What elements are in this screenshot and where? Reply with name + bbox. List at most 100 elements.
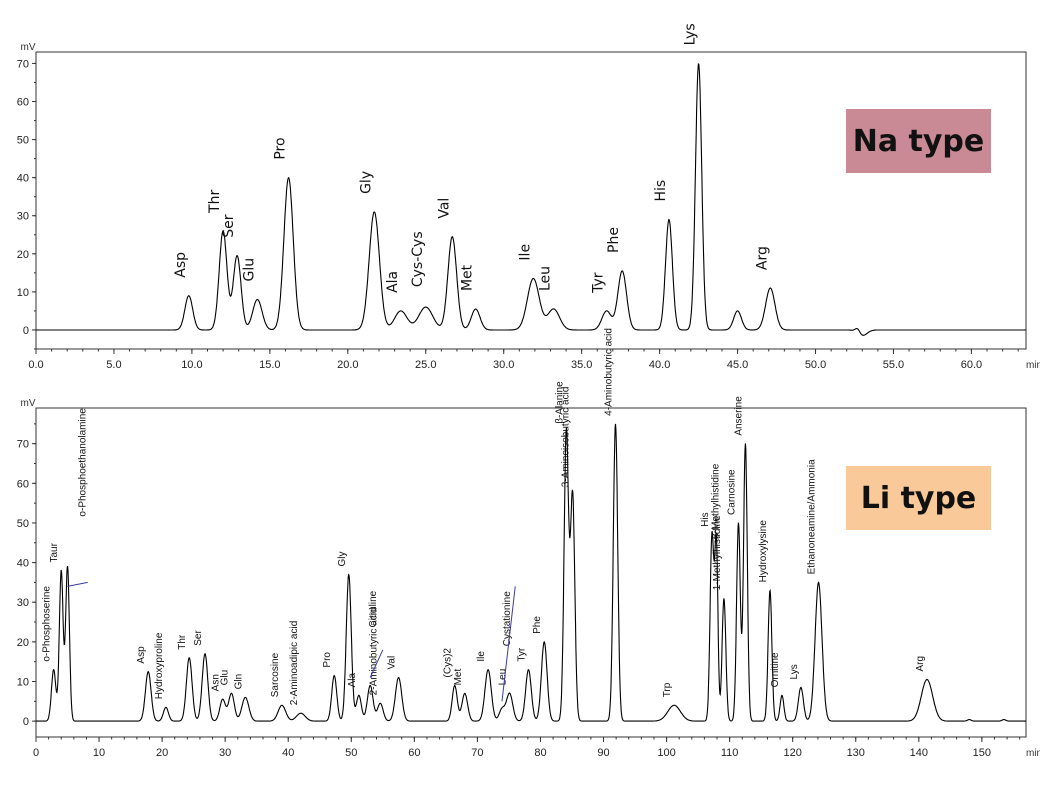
peak-label: Phe — [606, 227, 622, 253]
x-tick-label: 80 — [534, 747, 546, 759]
peak-label: Pro — [322, 652, 333, 668]
y-tick-label: 70 — [17, 58, 29, 70]
peak-label: o-Phosphoserine — [42, 586, 53, 662]
plot-frame — [35, 407, 1027, 738]
peak-label: Anserine — [733, 396, 744, 436]
peak-label: Sarcosine — [270, 652, 281, 697]
x-tick-label: 35.0 — [571, 359, 592, 371]
x-tick-label: 130 — [847, 747, 865, 759]
peak-label: 2-Aminobutyric acid — [368, 607, 379, 695]
peak-label: Ornitine — [770, 652, 781, 687]
peak-label: His — [700, 512, 711, 526]
label-connector — [369, 649, 384, 678]
peak-label: Met — [460, 264, 476, 291]
peak-label: Ser — [221, 214, 237, 238]
x-tick-label: 140 — [910, 747, 928, 759]
peak-label: Cys-Cys — [410, 231, 426, 287]
peak-label: 3-Methylhistidine — [710, 463, 721, 538]
x-tick-label: 40.0 — [649, 359, 670, 371]
peak-label: Ala — [385, 271, 401, 293]
x-tick-label: 20 — [156, 747, 168, 759]
peak-label: Ile — [517, 244, 533, 261]
li-type-chart: 0 10 20 30 40 50 60 70 0 10 20 30 40 50 60 70 80 90 100 110… — [17, 328, 1040, 759]
peak-label: Citruline — [368, 590, 379, 627]
x-tick-label: 20.0 — [337, 359, 358, 371]
peak-label: o-Phosphoethanolamine — [78, 408, 89, 517]
y-tick-label: 0 — [23, 716, 29, 728]
label-connector — [67, 581, 88, 587]
peak-label: 2-Aminoadipic acid — [289, 621, 300, 706]
peak-label: Thr — [177, 634, 188, 650]
x-tick-label: 150 — [973, 747, 991, 759]
y-tick-label: 50 — [17, 518, 29, 530]
peak-label: Val — [436, 198, 452, 219]
x-tick-label: 40 — [282, 747, 294, 759]
peak-label: Glu — [241, 258, 257, 282]
x-tick-label: 15.0 — [259, 359, 280, 371]
peak-label: Pro — [273, 137, 289, 159]
x-axis-unit: min — [1026, 748, 1040, 759]
peak-label: Arg — [915, 656, 926, 672]
peak-label: Gly — [337, 551, 348, 566]
chromatogram-trace — [36, 423, 1026, 722]
peak-label: 3-Aminoisobutyric acid — [561, 387, 572, 488]
label-connector — [501, 586, 516, 702]
x-tick-label: 50 — [345, 747, 357, 759]
y-tick-label: 30 — [17, 597, 29, 609]
x-tick-label: 0 — [33, 747, 39, 759]
peak-label: Hydroxyproline — [154, 632, 165, 699]
x-tick-label: 25.0 — [415, 359, 436, 371]
x-tick-label: 0.0 — [28, 359, 43, 371]
y-tick-label: 40 — [17, 558, 29, 570]
chromatogram-trace — [36, 63, 1026, 336]
y-tick-label: 40 — [17, 173, 29, 185]
y-tick-label: 60 — [17, 478, 29, 490]
peak-label: Asp — [136, 646, 147, 664]
y-tick-label: 10 — [17, 287, 29, 299]
peak-label: Taur — [49, 542, 60, 562]
y-tick-label: 10 — [17, 677, 29, 689]
y-tick-label: 20 — [17, 637, 29, 649]
peak-label: His — [653, 180, 669, 202]
peak-label: Cystationine — [502, 591, 513, 646]
peak-label: Met — [453, 669, 464, 686]
li-type-badge: Li type — [846, 466, 991, 530]
peak-label: (Cys)2 — [443, 648, 454, 678]
na-type-badge: Na type — [846, 109, 991, 173]
x-tick-label: 45.0 — [727, 359, 748, 371]
x-tick-label: 50.0 — [805, 359, 826, 371]
x-axis-unit: min — [1026, 360, 1040, 371]
y-tick-label: 70 — [17, 439, 29, 451]
y-tick-label: 30 — [17, 211, 29, 223]
peak-label: Arg — [754, 246, 770, 270]
peak-label: Hydroxylysine — [758, 520, 769, 583]
x-tick-label: 30.0 — [493, 359, 514, 371]
y-tick-label: 20 — [17, 249, 29, 261]
peak-label: Tyr — [516, 647, 527, 662]
y-axis-unit: mV — [21, 398, 36, 409]
peak-label: Glu — [219, 670, 230, 686]
x-tick-label: 70 — [471, 747, 483, 759]
peak-label: Phe — [532, 616, 543, 634]
peak-label: Trp — [662, 682, 673, 697]
x-tick-label: 5.0 — [106, 359, 121, 371]
peak-label: Val — [387, 656, 398, 670]
peak-label: Carnosine — [726, 469, 737, 515]
plot-frame — [35, 51, 1027, 350]
peak-label: Asp — [173, 252, 189, 278]
peak-label: 4-Aminobutyric acid — [603, 328, 614, 416]
peak-label: Ile — [476, 651, 487, 662]
y-axis-unit: mV — [21, 42, 36, 53]
x-tick-label: 10 — [93, 747, 105, 759]
peak-label: Asn — [211, 674, 222, 691]
na-type-chart: 0 10 20 30 40 50 60 70 0.0 5.0 10.0 15.0 20.0 25.0 30.… — [17, 23, 1040, 371]
peak-label: Ala — [347, 672, 358, 687]
x-tick-label: 30 — [219, 747, 231, 759]
peak-label: Thr — [207, 190, 223, 214]
x-tick-label: 100 — [657, 747, 675, 759]
peak-label: Gln — [233, 674, 244, 690]
peak-label: Lys — [789, 664, 800, 679]
peak-label: Ethanoneamine/Ammonia — [807, 459, 818, 575]
peak-label: β-Alanine — [554, 381, 565, 424]
